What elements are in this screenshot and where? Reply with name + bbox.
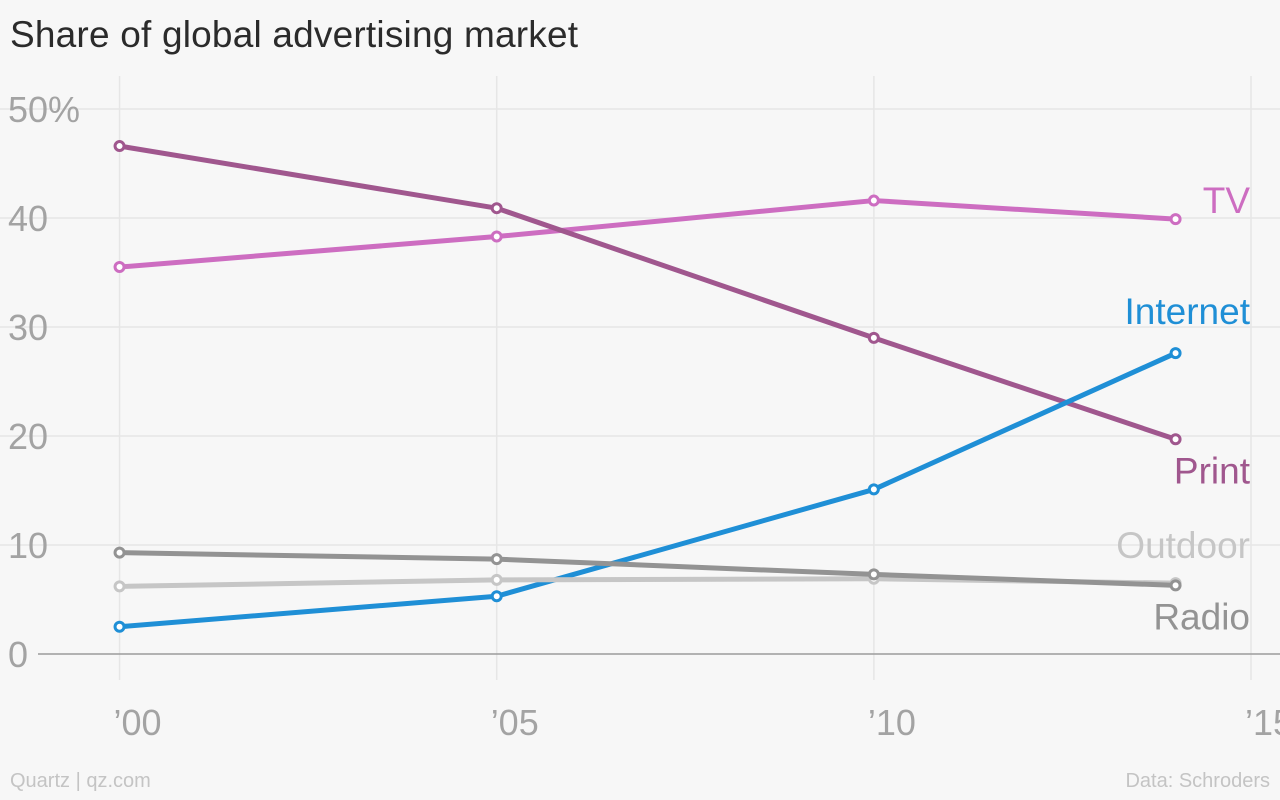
series-line-internet: [117, 350, 1179, 630]
series-label-tv: TV: [1203, 180, 1251, 221]
chart-title: Share of global advertising market: [10, 14, 579, 55]
x-tick-label-2000: ’00: [114, 702, 162, 743]
series-line-tv: [117, 198, 1179, 270]
series-label-print: Print: [1174, 450, 1251, 491]
point-internet-2005: [490, 590, 503, 603]
point-print-2005: [490, 202, 503, 215]
series-labels: TV Print Internet Outdoor Radio: [1116, 180, 1250, 637]
series-tv: [113, 194, 1182, 274]
series-lines: [113, 140, 1182, 633]
point-internet-2014: [1169, 347, 1182, 360]
point-tv-2000: [113, 261, 126, 274]
point-radio-2005: [490, 553, 503, 566]
series-line-radio: [117, 550, 1179, 588]
series-radio: [113, 546, 1182, 592]
x-tick-label-2015: ’15: [1245, 702, 1280, 743]
point-radio-2010: [867, 568, 880, 581]
grid-lines: [0, 76, 1280, 680]
point-tv-2005: [490, 230, 503, 243]
x-tick-label-2005: ’05: [491, 702, 539, 743]
point-radio-2000: [113, 546, 126, 559]
x-tick-label-2010: ’10: [868, 702, 916, 743]
axes: 50% 40 30 20 10 0 ’00 ’05 ’10 ’15: [8, 89, 1280, 743]
y-tick-label-20: 20: [8, 416, 48, 457]
point-print-2000: [113, 140, 126, 153]
point-print-2014: [1169, 433, 1182, 446]
point-tv-2010: [867, 194, 880, 207]
y-tick-label-0: 0: [8, 634, 28, 675]
footer-source-left: Quartz | qz.com: [10, 770, 151, 792]
footer-source-right: Data: Schroders: [1125, 770, 1270, 792]
point-print-2010: [867, 331, 880, 344]
series-label-outdoor: Outdoor: [1116, 525, 1250, 566]
y-tick-label-30: 30: [8, 307, 48, 348]
series-print: [113, 140, 1182, 446]
y-tick-label-50: 50%: [8, 89, 80, 130]
series-label-radio: Radio: [1153, 596, 1250, 637]
series-internet: [113, 347, 1182, 633]
series-line-print: [117, 143, 1179, 442]
y-tick-label-40: 40: [8, 198, 48, 239]
point-internet-2000: [113, 620, 126, 633]
point-outdoor-2000: [113, 580, 126, 593]
point-internet-2010: [867, 483, 880, 496]
y-tick-label-10: 10: [8, 525, 48, 566]
point-outdoor-2005: [490, 573, 503, 586]
point-radio-2014: [1169, 579, 1182, 592]
series-outdoor: [113, 572, 1182, 593]
point-tv-2014: [1169, 213, 1182, 226]
series-label-internet: Internet: [1125, 291, 1251, 332]
